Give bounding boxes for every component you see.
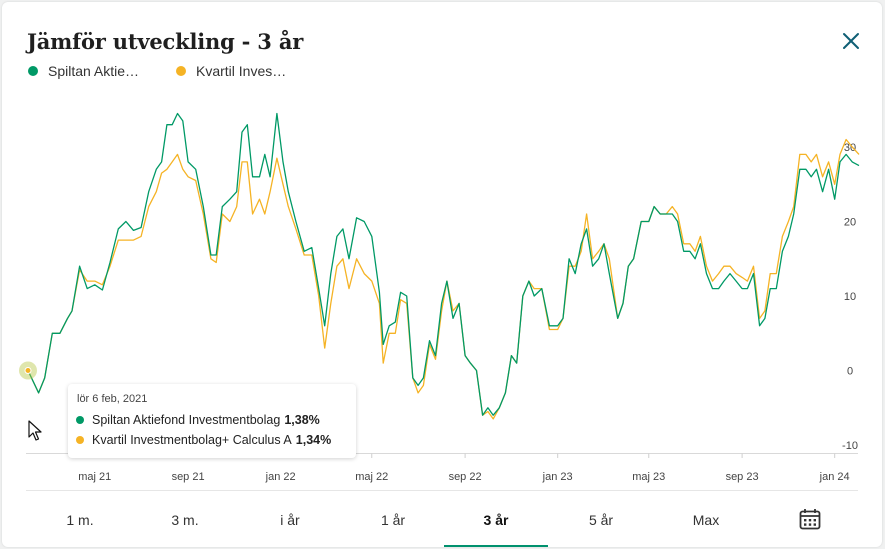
series-line-1 <box>27 112 860 416</box>
tooltip-series-2-value: 1,34% <box>295 433 332 447</box>
y-tick-label-0: -10 <box>842 440 858 452</box>
legend-item-series-1[interactable]: Spiltan Aktie… <box>28 63 139 79</box>
x-tick-label-7: sep 23 <box>726 471 759 483</box>
chart-tooltip: lör 6 feb, 2021 Spiltan Aktiefond Invest… <box>68 384 356 458</box>
mouse-pointer-icon <box>28 420 42 447</box>
tab-max[interactable]: Max <box>692 511 720 528</box>
close-button[interactable] <box>840 30 862 52</box>
tab-1-year[interactable]: 1 år <box>380 511 406 528</box>
x-tick-label-8: jan 24 <box>819 471 850 483</box>
x-tick-label-5: jan 23 <box>542 471 573 483</box>
tab-3-months[interactable]: 3 m. <box>171 511 199 528</box>
period-tabs: 1 m. 3 m. i år 1 år 3 år 5 år Max <box>26 490 858 547</box>
tooltip-series-1-name: Spiltan Aktiefond Investmentbolag <box>92 413 281 427</box>
y-tick-label-4: 30 <box>844 142 856 154</box>
x-tick-label-0: maj 21 <box>78 471 111 483</box>
tooltip-series-1-value: 1,38% <box>284 413 320 427</box>
close-icon <box>843 33 859 49</box>
x-tick-label-2: jan 22 <box>265 471 296 483</box>
legend-dot-series-2 <box>176 66 186 76</box>
tooltip-dot-series-1 <box>76 416 84 424</box>
tooltip-row-series-2: Kvartil Investmentbolag+ Calculus A 1,34… <box>76 433 331 447</box>
x-tick-label-6: maj 23 <box>632 471 665 483</box>
tooltip-dot-series-2 <box>76 436 84 444</box>
tab-3-years[interactable]: 3 år <box>444 491 548 547</box>
legend-dot-series-1 <box>28 66 38 76</box>
y-tick-label-3: 20 <box>844 217 856 229</box>
tooltip-row-series-1: Spiltan Aktiefond Investmentbolag 1,38% <box>76 413 320 427</box>
tooltip-series-2-name: Kvartil Investmentbolag+ Calculus A <box>92 433 292 447</box>
x-tick-label-3: maj 22 <box>355 471 388 483</box>
tooltip-date: lör 6 feb, 2021 <box>77 393 148 405</box>
calendar-icon <box>799 509 821 530</box>
tab-1-month[interactable]: 1 m. <box>66 511 94 528</box>
tab-year-to-date[interactable]: i år <box>280 511 300 528</box>
legend-label-series-1: Spiltan Aktie… <box>48 63 140 79</box>
calendar-button[interactable] <box>799 508 821 530</box>
y-tick-label-2: 10 <box>844 291 856 303</box>
dialog-title: Jämför utveckling - 3 år <box>27 29 304 54</box>
tab-5-years[interactable]: 5 år <box>588 511 614 528</box>
x-tick-label-4: sep 22 <box>449 471 482 483</box>
legend-item-series-2[interactable]: Kvartil Inves… <box>176 63 286 79</box>
x-tick-label-1: sep 21 <box>172 471 205 483</box>
y-tick-label-1: 0 <box>847 366 853 378</box>
hover-marker-point <box>24 367 32 374</box>
legend-label-series-2: Kvartil Inves… <box>196 63 287 79</box>
